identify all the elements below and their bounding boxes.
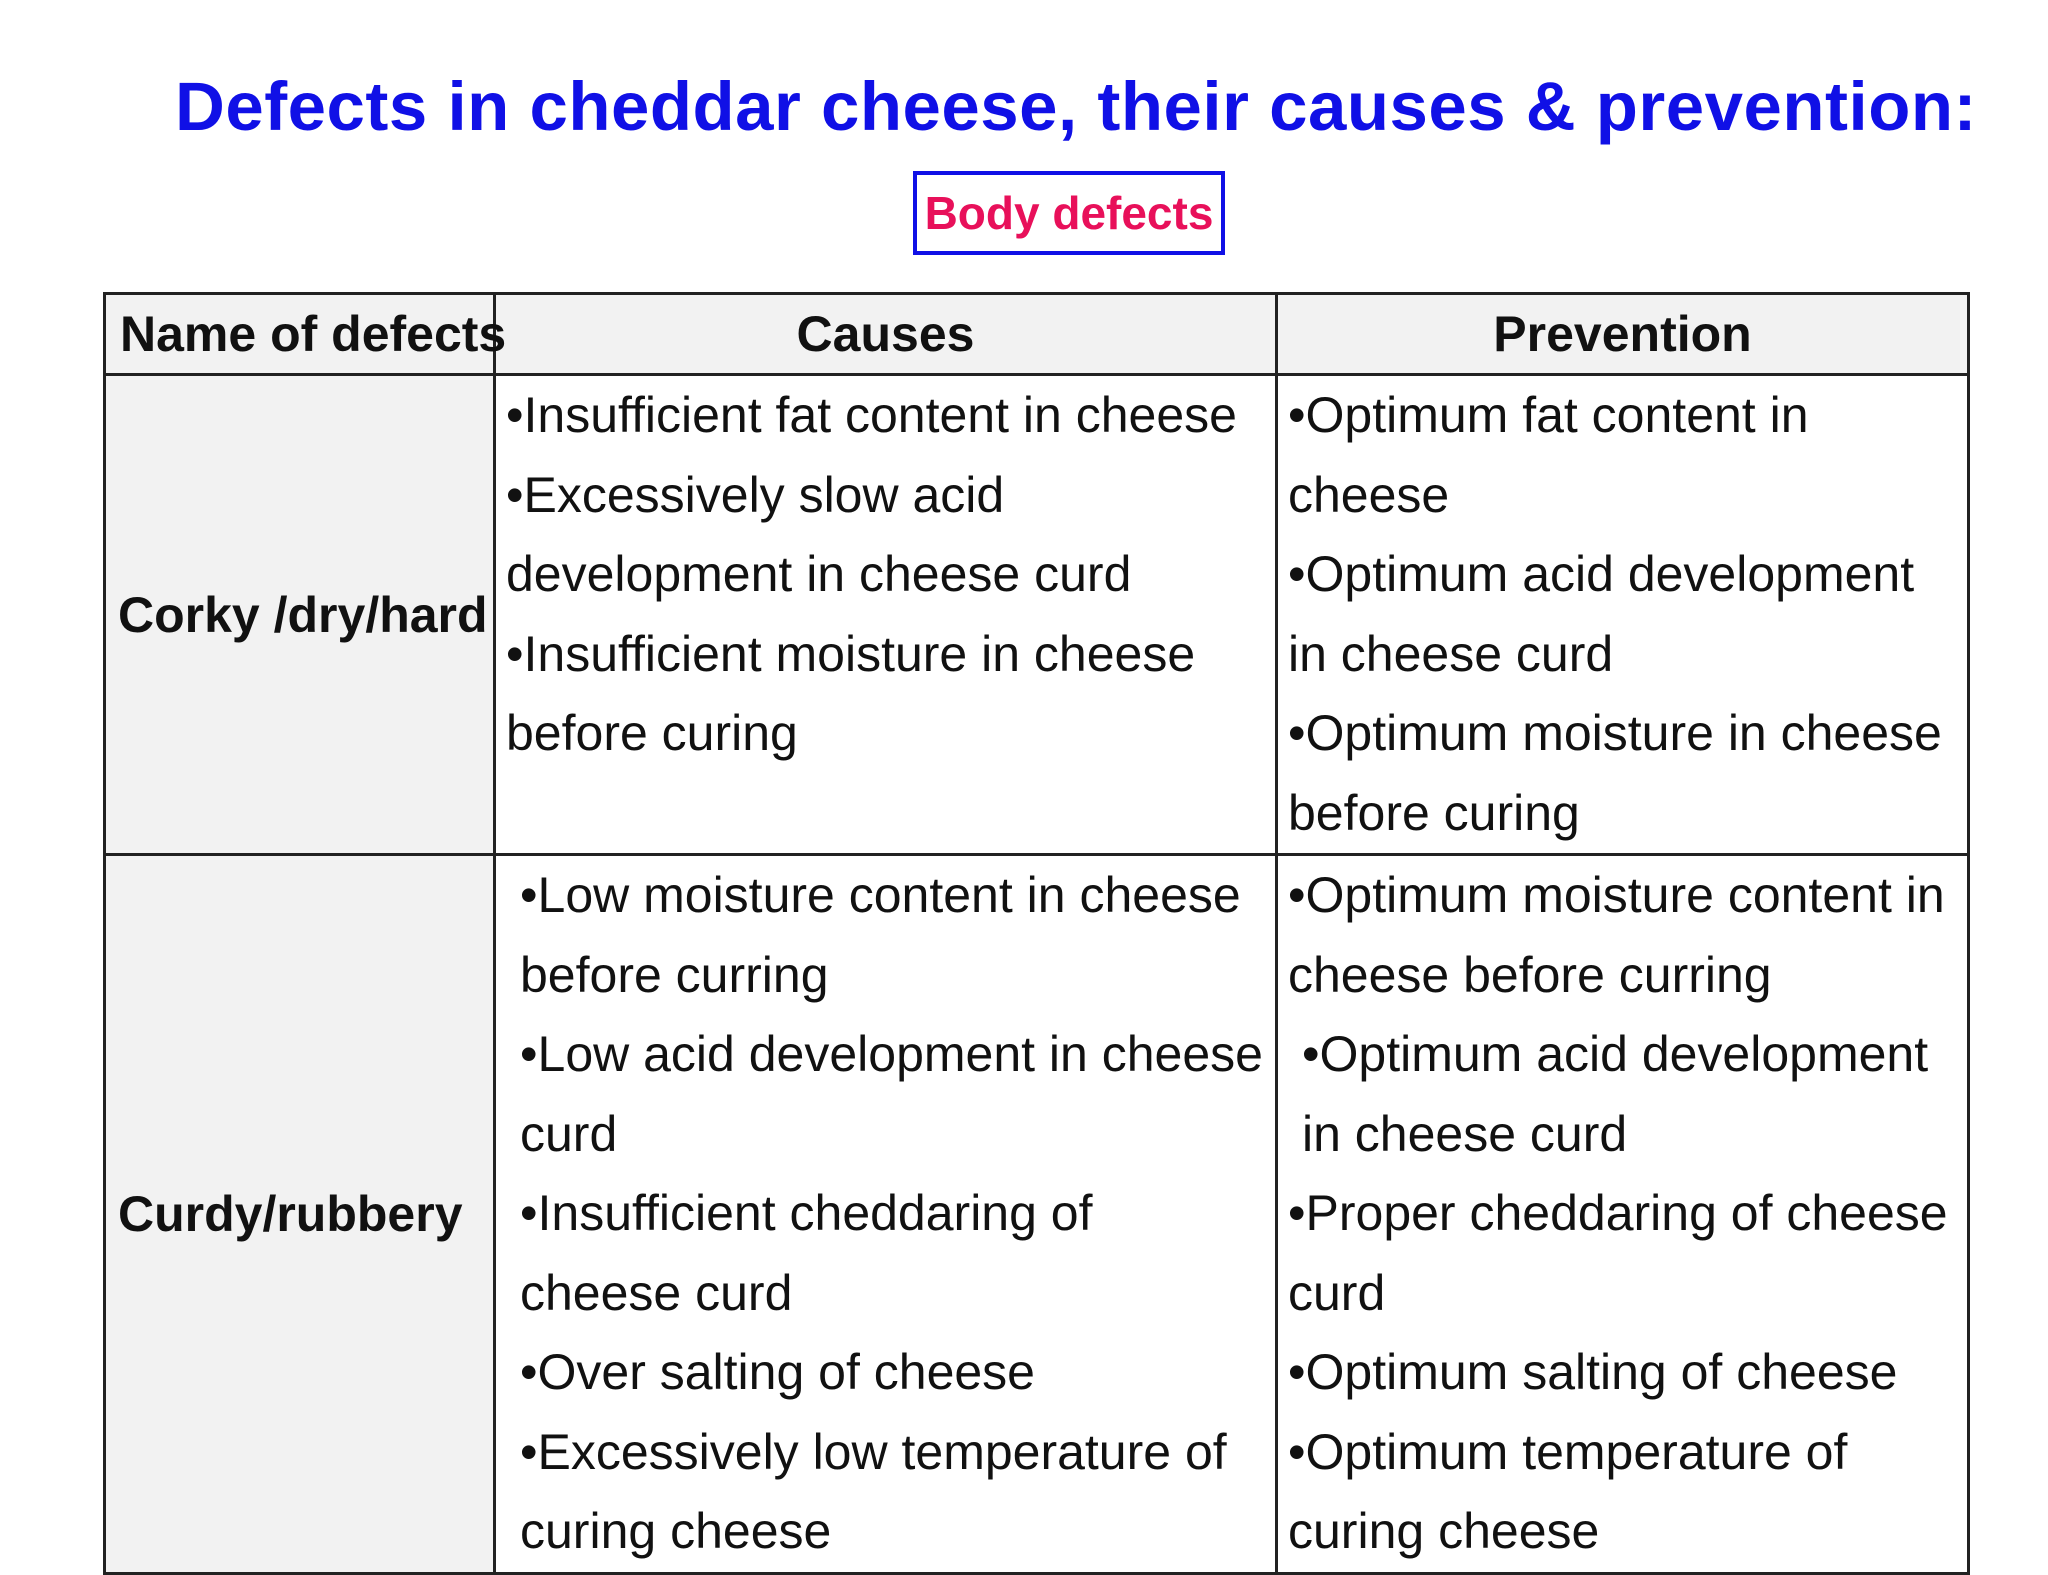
cause-item: •Insufficient moisture in cheese before …	[506, 625, 1196, 762]
prevention-item: •Optimum fat content in cheese	[1288, 387, 1809, 523]
header-name-of-defects: Name of defects	[103, 292, 506, 376]
table-row: Corky /dry/hard •Insufficient fat conten…	[103, 373, 1970, 856]
table-row: Curdy/rubbery •Low moisture content in c…	[103, 853, 1970, 1575]
defect-name: Corky /dry/hard	[103, 373, 496, 856]
prevention-item: •Optimum temperature of curing cheese	[1288, 1423, 1848, 1560]
table-header-row: Name of defects Causes Prevention	[103, 292, 1970, 376]
causes-cell: •Insufficient fat content in cheese •Exc…	[493, 373, 1278, 856]
prevention-cell: •Optimum moisture content in cheese befo…	[1275, 853, 1970, 1575]
causes-cell: •Low moisture content in cheese before c…	[493, 853, 1278, 1575]
header-causes: Causes	[493, 292, 1278, 376]
cause-item: •Insufficient cheddaring of cheese curd	[520, 1185, 1093, 1321]
prevention-cell: •Optimum fat content in cheese •Optimum …	[1275, 373, 1970, 856]
prevention-item: •Optimum acid development in cheese curd	[1288, 546, 1915, 682]
page-title: Defects in cheddar cheese, their causes …	[175, 68, 1977, 145]
header-prevention: Prevention	[1275, 292, 1970, 376]
cause-item: •Low acid development in cheese curd	[520, 1026, 1263, 1162]
prevention-item: •Proper cheddaring of cheese curd	[1288, 1185, 1948, 1321]
cause-item: •Excessively low temperature of curing c…	[520, 1423, 1227, 1560]
prevention-item: •Optimum moisture in cheese before curin…	[1288, 705, 1942, 841]
defect-name: Curdy/rubbery	[103, 853, 496, 1575]
prevention-item: •Optimum salting of cheese	[1288, 1344, 1898, 1400]
cause-item: •Over salting of cheese	[520, 1344, 1035, 1400]
prevention-item: •Optimum moisture content in cheese befo…	[1288, 867, 1945, 1003]
cause-item: •Excessively slow acid development in ch…	[506, 466, 1132, 603]
cause-item: •Insufficient fat content in cheese	[506, 387, 1237, 443]
section-badge: Body defects	[913, 171, 1225, 255]
defects-table: Name of defects Causes Prevention Corky …	[103, 292, 1970, 1575]
cause-item: •Low moisture content in cheese before c…	[520, 867, 1241, 1003]
prevention-item: •Optimum acid development in cheese curd	[1302, 1026, 1929, 1162]
